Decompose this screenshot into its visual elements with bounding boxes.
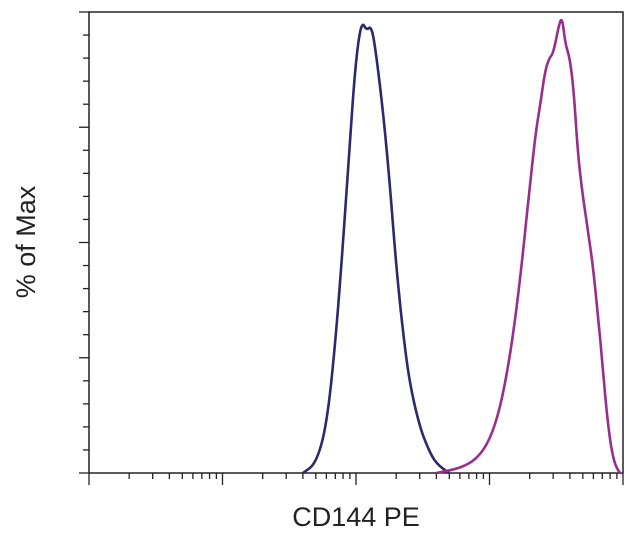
series-layer (302, 18, 622, 475)
x-axis-ticks (88, 473, 624, 485)
y-axis-label: % of Max (11, 185, 41, 298)
series-line-2 (436, 18, 622, 475)
series-line-1 (302, 23, 450, 475)
y-axis-ticks (79, 11, 89, 474)
x-axis-label: CD144 PE (292, 502, 420, 532)
